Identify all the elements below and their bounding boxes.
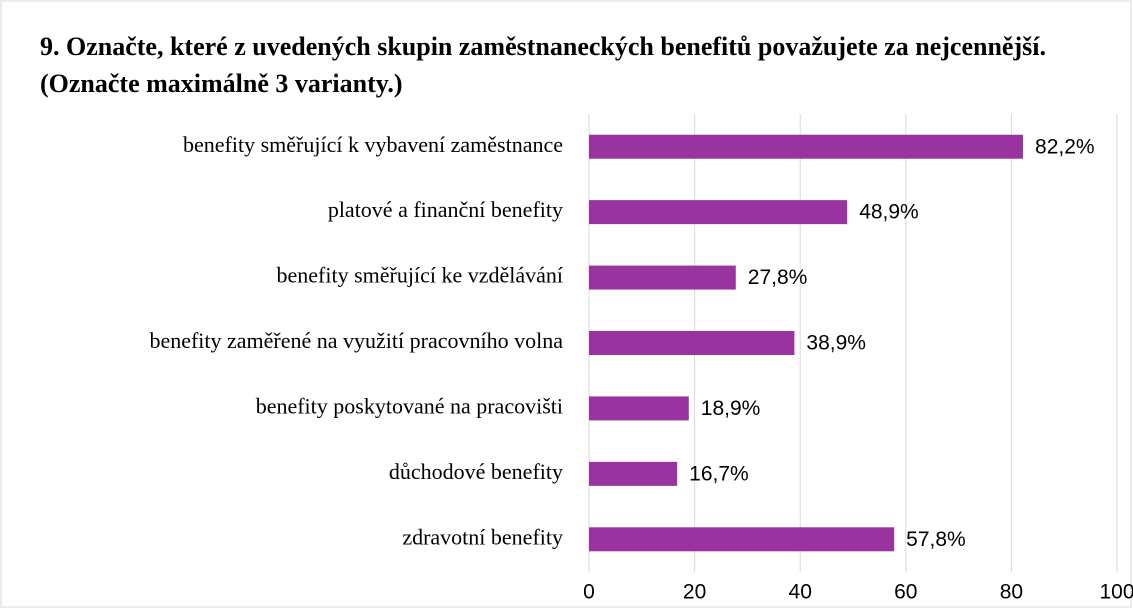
chart-title: 9. Označte, které z uvedených skupin zam… xyxy=(40,32,1046,98)
x-tick-label: 100 xyxy=(1099,581,1133,604)
bar xyxy=(589,265,736,290)
bar xyxy=(589,461,678,486)
data-label: 57,8% xyxy=(906,528,966,551)
x-tick-label: 40 xyxy=(789,581,812,604)
bar xyxy=(589,396,689,421)
x-tick-label: 80 xyxy=(1000,581,1023,604)
x-tick-label: 60 xyxy=(894,581,917,604)
x-tick-label: 20 xyxy=(683,581,706,604)
y-tick-label: důchodové benefity xyxy=(389,459,563,484)
x-tick-label: 0 xyxy=(583,581,595,604)
data-label: 27,8% xyxy=(748,266,808,289)
bar xyxy=(589,331,795,355)
y-tick-label: benefity směřující k vybavení zaměstnanc… xyxy=(183,132,563,157)
y-tick-label: benefity poskytované na pracovišti xyxy=(256,393,563,418)
data-label: 38,9% xyxy=(806,332,866,355)
data-label: 16,7% xyxy=(689,462,749,485)
bar xyxy=(589,527,895,552)
data-label: 82,2% xyxy=(1035,135,1095,158)
y-tick-label: benefity zaměřené na využití pracovního … xyxy=(149,328,563,353)
y-tick-label: zdravotní benefity xyxy=(402,524,563,549)
bar xyxy=(589,200,848,225)
y-tick-label: platové a finanční benefity xyxy=(328,197,563,222)
data-label: 48,9% xyxy=(859,201,919,224)
y-tick-label: benefity směřující ke vzdělávání xyxy=(277,263,564,288)
bar xyxy=(589,134,1024,159)
data-label: 18,9% xyxy=(701,397,761,420)
